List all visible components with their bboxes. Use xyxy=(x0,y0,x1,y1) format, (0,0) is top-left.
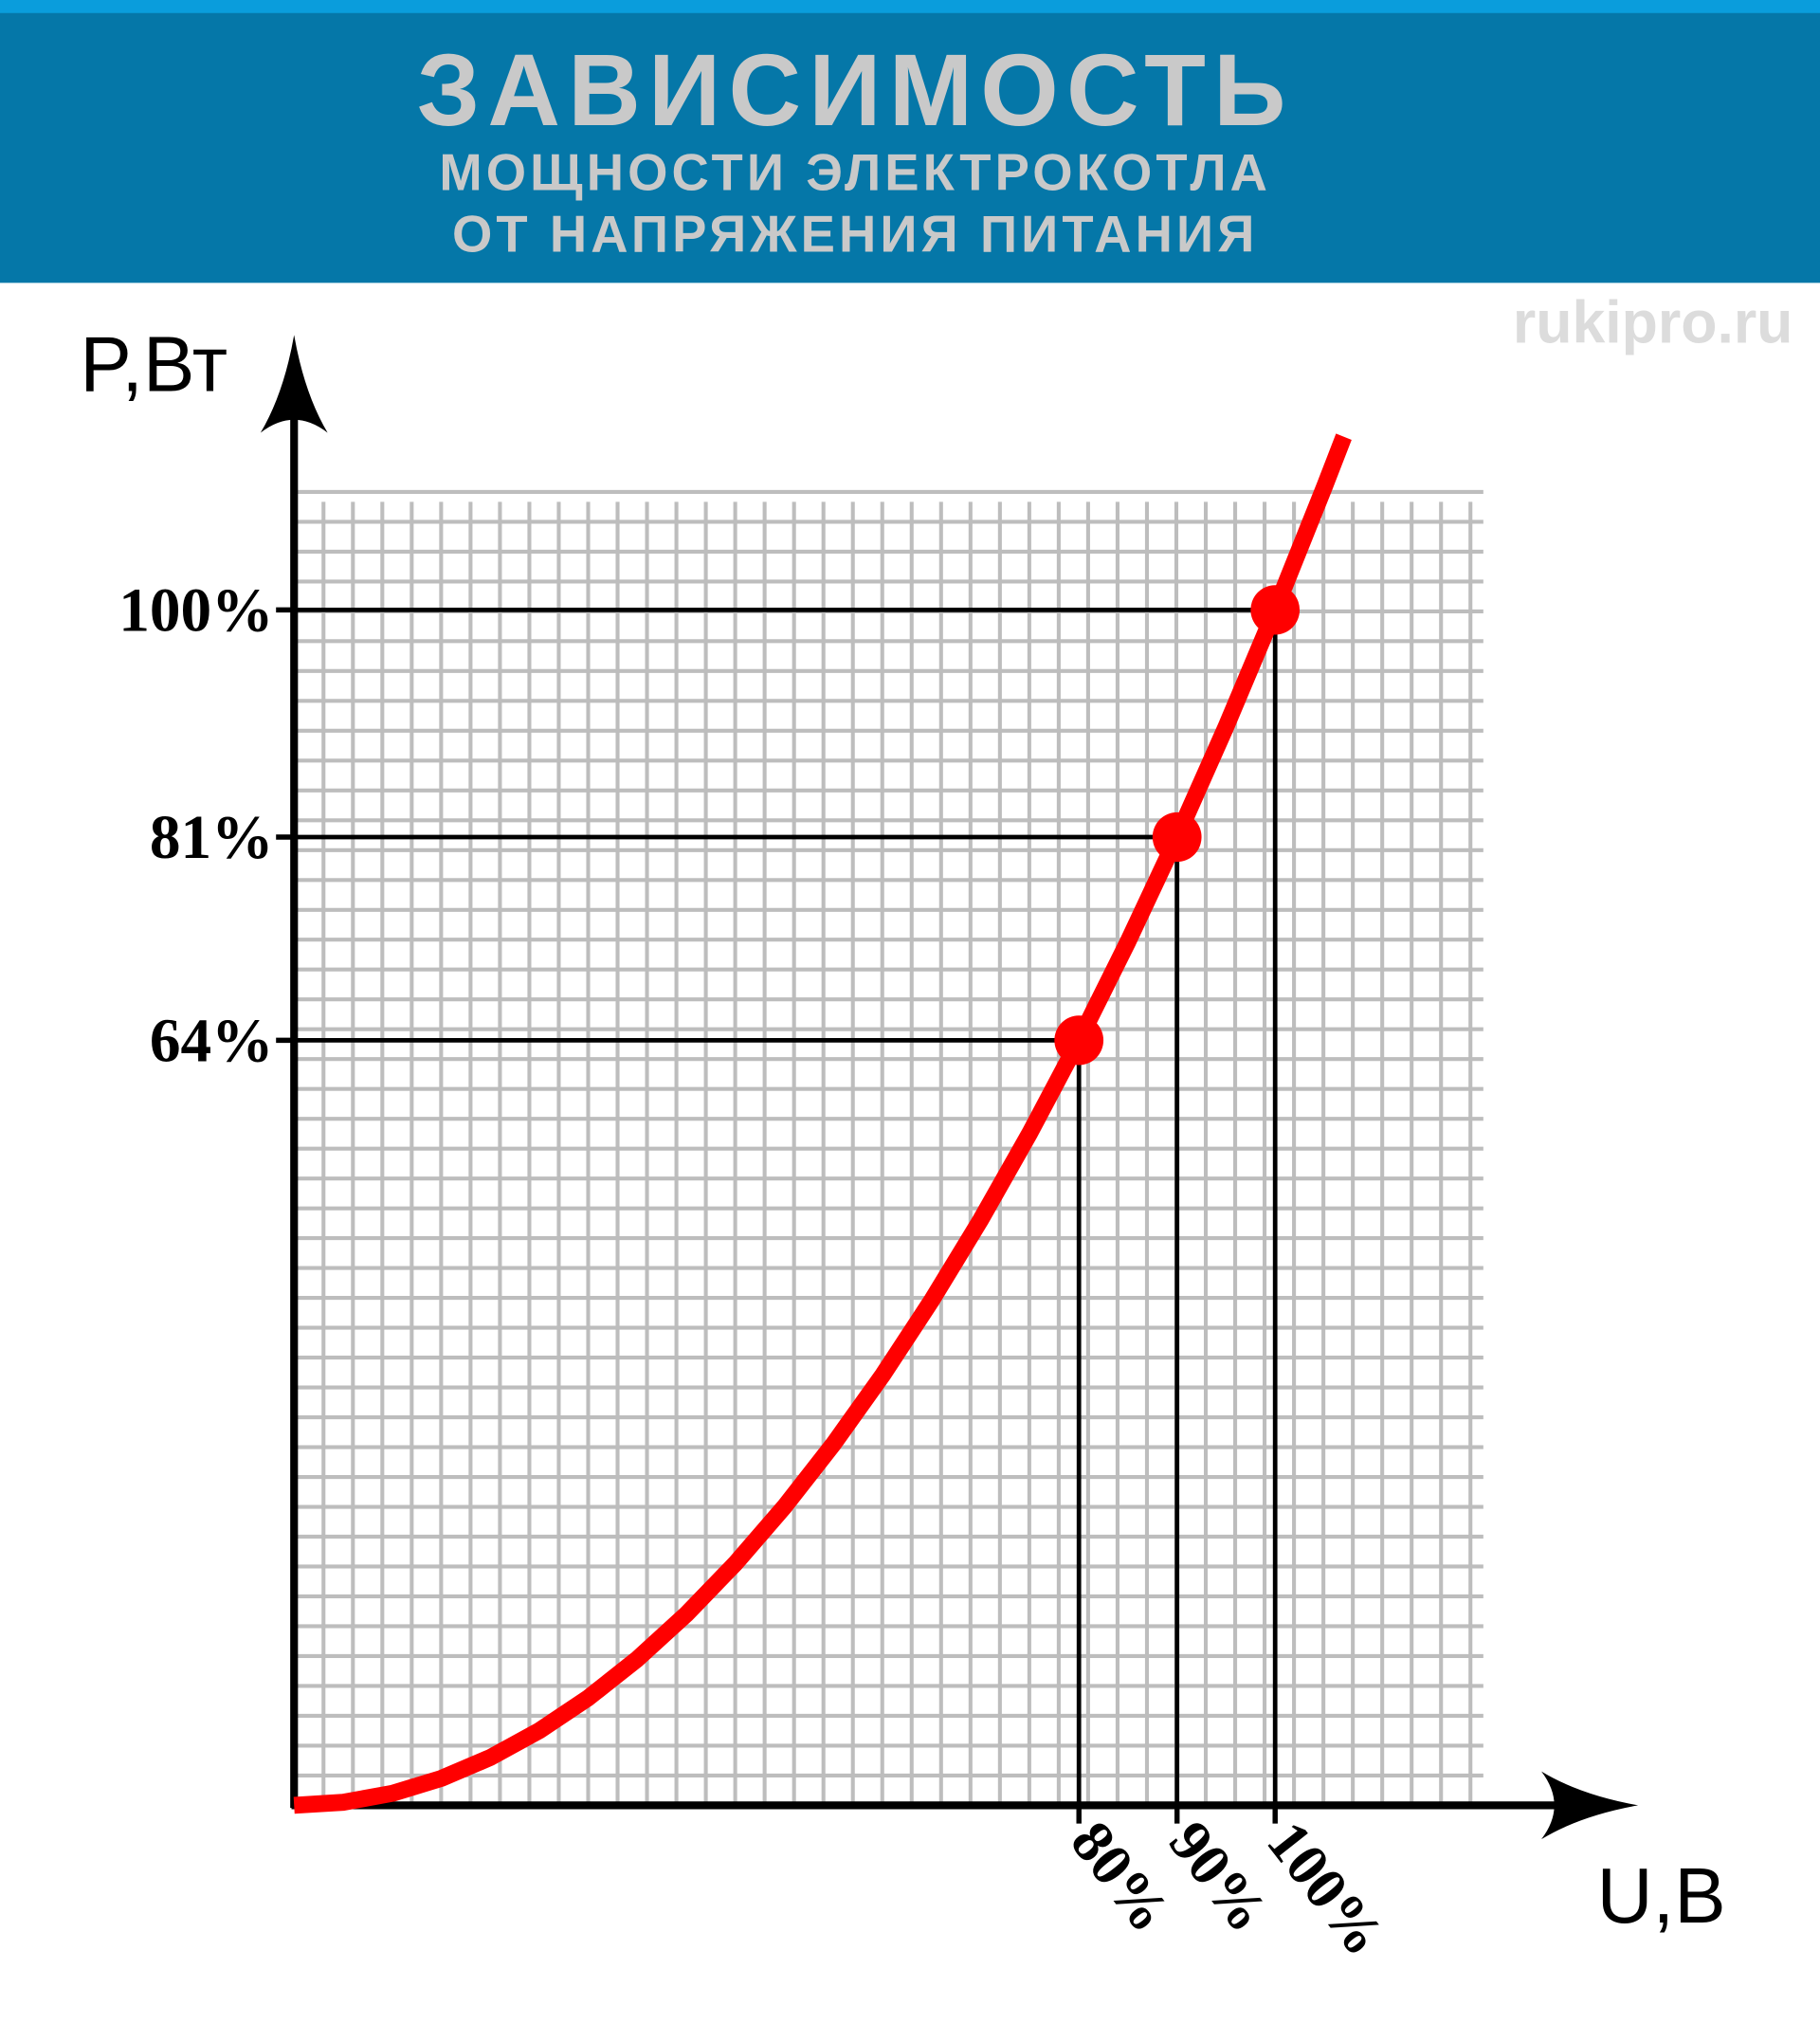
grid xyxy=(294,489,1483,1806)
chart-subtitle: МОЩНОСТИ ЭЛЕКТРОКОТЛА xyxy=(439,142,1271,201)
point xyxy=(1250,585,1301,635)
header-band xyxy=(0,0,1820,283)
plot: 64%81%100%80%90%100% xyxy=(118,335,1639,1968)
x-axis-label: U,В xyxy=(1597,1853,1726,1940)
point xyxy=(1152,811,1202,863)
x-tick-label: 80% xyxy=(1058,1809,1183,1944)
x-axis-arrow xyxy=(1541,1771,1639,1840)
chart-subtitle: ОТ НАПРЯЖЕНИЯ ПИТАНИЯ xyxy=(452,204,1258,263)
header-strip xyxy=(0,0,1820,13)
y-tick-label: 64% xyxy=(150,1006,274,1075)
y-tick-label: 81% xyxy=(150,803,274,872)
y-axis-arrow xyxy=(260,335,328,433)
x-tick-label: 90% xyxy=(1156,1809,1282,1944)
curve xyxy=(293,433,1352,1814)
watermark: rukipro.ru xyxy=(1513,289,1793,355)
point xyxy=(1054,1015,1104,1066)
x-tick-label: 100% xyxy=(1254,1809,1397,1968)
y-axis-label: P,Вт xyxy=(80,321,228,408)
chart-title: ЗАВИСИМОСТЬ xyxy=(417,32,1294,147)
y-tick-label: 100% xyxy=(118,575,273,645)
